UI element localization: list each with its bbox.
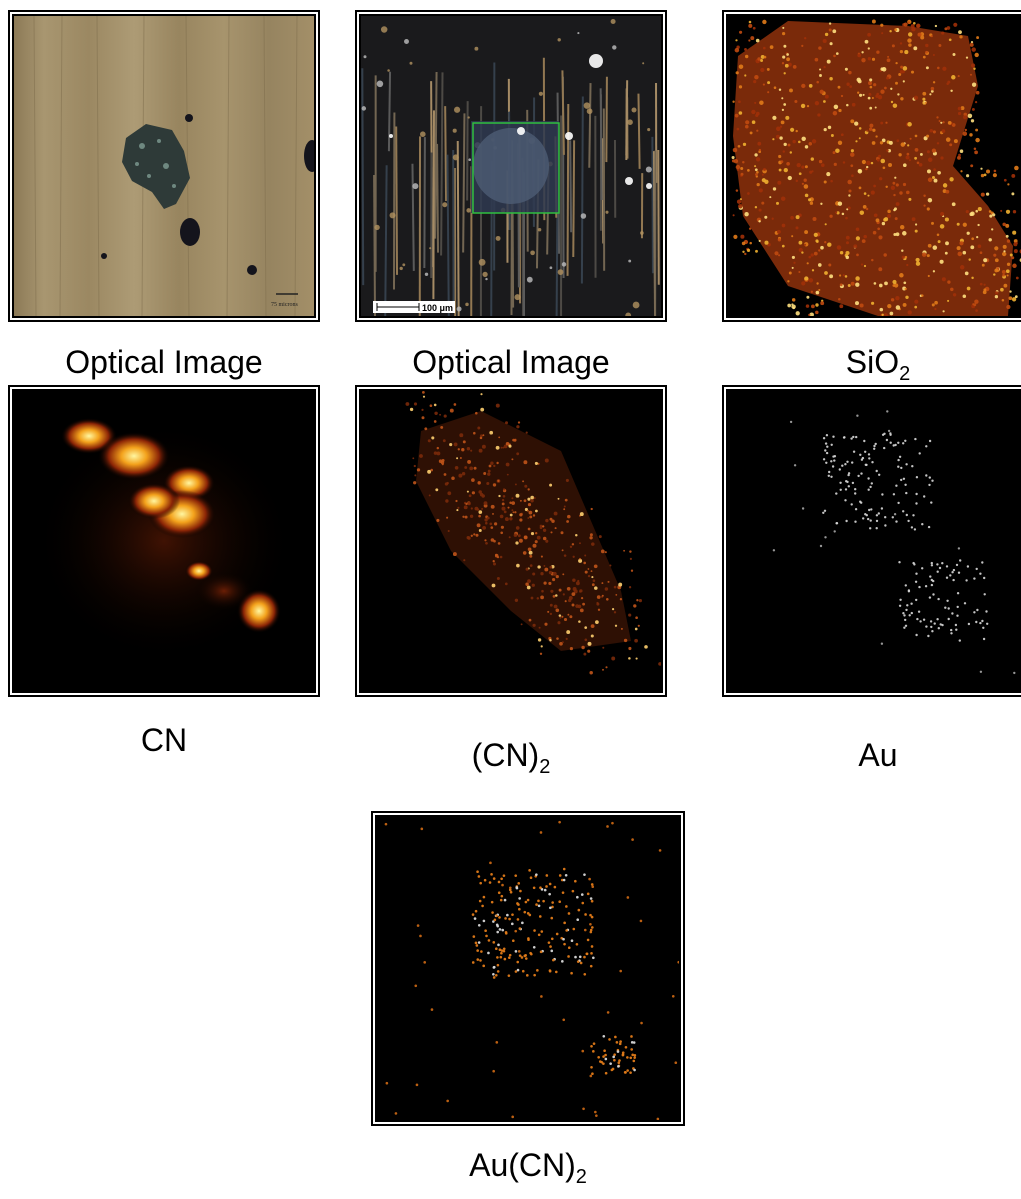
caption-optical-image-2: Optical Image <box>412 344 610 380</box>
caption-optical-image-1: Optical Image <box>65 344 263 380</box>
cn-map <box>14 391 314 691</box>
caption-au: Au <box>858 737 898 773</box>
cn2-map <box>361 391 661 691</box>
scale-bar-label: 75 microns <box>271 302 298 308</box>
sio2-map <box>728 16 1021 316</box>
selection-box <box>472 122 560 214</box>
caption-cn2: (CN)2 <box>471 737 551 778</box>
optical-image-2: 100 μm <box>361 16 661 316</box>
optical-image-panel-1: 75 microns <box>8 10 320 322</box>
optical-image-1: 75 microns <box>14 16 314 316</box>
au-map <box>728 391 1021 691</box>
caption-sio2: SiO2 <box>845 344 911 385</box>
aucn2-map <box>377 817 679 1120</box>
optical-image-panel-2: 100 μm <box>355 10 667 322</box>
particle <box>122 124 190 209</box>
cn-map-panel <box>8 385 320 697</box>
cn2-map-panel <box>355 385 667 697</box>
scale-bar-label: 100 μm <box>422 303 453 313</box>
sio2-map-panel <box>722 10 1021 322</box>
caption-cn: CN <box>140 722 188 758</box>
caption-aucn2: Au(CN)2 <box>469 1147 587 1188</box>
au-map-panel <box>722 385 1021 697</box>
aucn2-map-panel <box>371 811 685 1126</box>
